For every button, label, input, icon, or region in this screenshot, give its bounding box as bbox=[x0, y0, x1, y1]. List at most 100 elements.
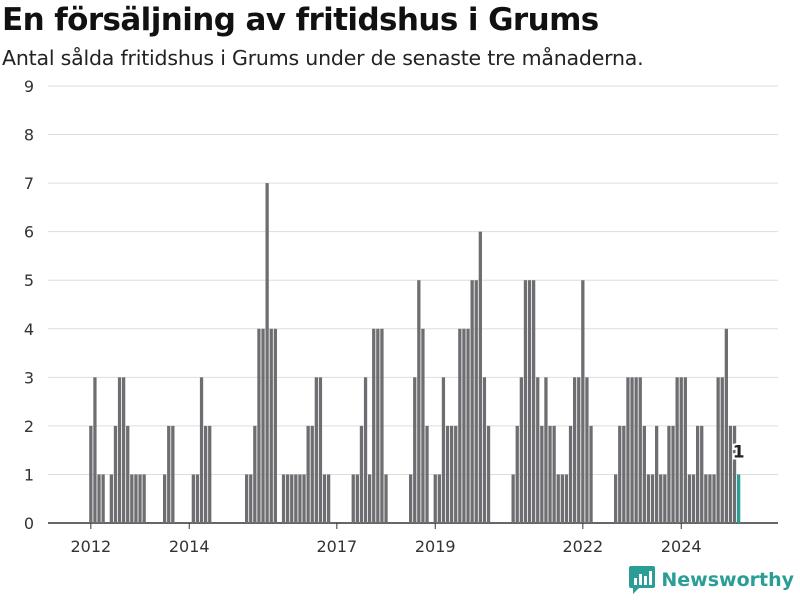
bar bbox=[130, 474, 134, 523]
bar bbox=[650, 474, 655, 523]
bar bbox=[199, 377, 204, 523]
bar bbox=[261, 328, 265, 523]
bar bbox=[413, 377, 417, 523]
bar bbox=[634, 377, 638, 523]
chart-subtitle: Antal sålda fritidshus i Grums under de … bbox=[2, 46, 644, 70]
bar bbox=[687, 474, 692, 523]
bar bbox=[544, 377, 548, 523]
bar bbox=[433, 474, 437, 523]
bar bbox=[720, 377, 724, 523]
bar bbox=[732, 425, 737, 523]
bar bbox=[486, 425, 491, 523]
bar bbox=[728, 425, 733, 523]
brand-name: Newsworthy bbox=[661, 569, 794, 591]
bar bbox=[290, 474, 294, 523]
y-tick-label: 3 bbox=[24, 368, 34, 387]
bar bbox=[142, 474, 146, 523]
bar bbox=[109, 474, 113, 523]
bar bbox=[351, 474, 355, 523]
bar bbox=[470, 280, 474, 523]
bar bbox=[314, 377, 318, 523]
bar bbox=[532, 280, 536, 523]
annotations: 1 bbox=[731, 440, 747, 464]
bar bbox=[536, 377, 540, 523]
bar bbox=[134, 474, 138, 523]
x-tick-label: 2014 bbox=[169, 537, 210, 556]
bar bbox=[93, 377, 97, 523]
bar bbox=[478, 231, 482, 523]
bar bbox=[138, 474, 142, 523]
newsworthy-logo-icon bbox=[629, 566, 656, 594]
bar bbox=[302, 474, 306, 523]
bar bbox=[527, 280, 532, 523]
bars bbox=[89, 183, 741, 523]
bar bbox=[691, 474, 696, 523]
y-tick-label: 4 bbox=[24, 320, 34, 339]
chart-title: En försäljning av fritidshus i Grums bbox=[2, 2, 599, 38]
bar bbox=[273, 328, 277, 523]
bar bbox=[560, 474, 564, 523]
bar bbox=[630, 377, 634, 523]
bar bbox=[454, 425, 458, 523]
y-tick-label: 8 bbox=[24, 126, 34, 145]
bar bbox=[646, 474, 651, 523]
bar bbox=[585, 377, 589, 523]
bar bbox=[359, 425, 364, 523]
bar bbox=[540, 425, 544, 523]
bar bbox=[573, 377, 577, 523]
bar bbox=[269, 328, 273, 523]
bar bbox=[97, 474, 101, 523]
bar bbox=[683, 377, 687, 523]
y-tick-label: 6 bbox=[24, 223, 34, 242]
bar bbox=[163, 474, 167, 523]
x-tick-label: 2022 bbox=[562, 537, 603, 556]
bar bbox=[363, 377, 368, 523]
bar bbox=[171, 425, 175, 523]
x-tick-label: 2024 bbox=[661, 537, 702, 556]
bar bbox=[409, 474, 413, 523]
bar bbox=[511, 474, 515, 523]
bar-highlight bbox=[737, 474, 741, 523]
bar bbox=[208, 425, 212, 523]
brand-logo: Newsworthy bbox=[629, 566, 794, 594]
bar bbox=[450, 425, 454, 523]
bar bbox=[626, 377, 630, 523]
bar bbox=[286, 474, 290, 523]
bar bbox=[552, 425, 556, 523]
bar bbox=[167, 425, 171, 523]
y-tick-label: 1 bbox=[24, 465, 34, 484]
bar bbox=[667, 425, 671, 523]
bar bbox=[445, 425, 450, 523]
bar bbox=[515, 425, 519, 523]
bar bbox=[327, 474, 331, 523]
bar bbox=[564, 474, 569, 523]
bar bbox=[257, 328, 261, 523]
bar bbox=[712, 474, 716, 523]
bar bbox=[671, 425, 675, 523]
bar bbox=[638, 377, 642, 523]
bar bbox=[642, 425, 646, 523]
bar bbox=[101, 474, 105, 523]
bar bbox=[421, 328, 425, 523]
bar bbox=[294, 474, 298, 523]
y-tick-label: 2 bbox=[24, 417, 34, 436]
bar bbox=[577, 377, 581, 523]
bar bbox=[462, 328, 466, 523]
bar bbox=[126, 425, 130, 523]
bar bbox=[372, 328, 376, 523]
x-tick-label: 2017 bbox=[316, 537, 357, 556]
bar bbox=[659, 474, 663, 523]
bar bbox=[708, 474, 712, 523]
bar bbox=[474, 280, 478, 523]
bar bbox=[376, 328, 380, 523]
bar bbox=[298, 474, 302, 523]
bar bbox=[696, 425, 700, 523]
bar bbox=[195, 474, 200, 523]
bar bbox=[265, 183, 269, 523]
bar bbox=[568, 425, 573, 523]
bar bbox=[622, 425, 626, 523]
bar bbox=[663, 474, 667, 523]
bar bbox=[117, 377, 122, 523]
bar bbox=[384, 474, 388, 523]
